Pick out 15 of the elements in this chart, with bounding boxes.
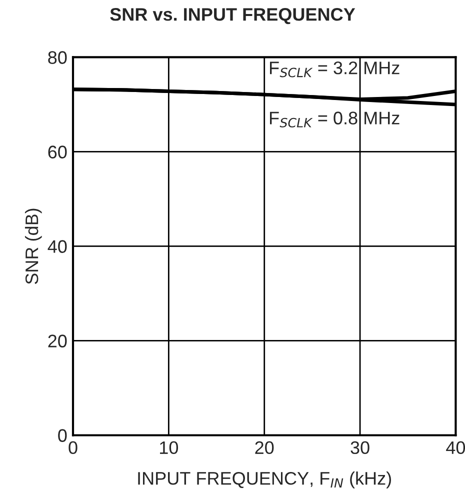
series-label: F$_{SCLK}$ = 0.8 MHz — [270, 112, 400, 128]
x-tick-label: 40 — [446, 441, 465, 454]
x-tick-label: 20 — [255, 441, 274, 454]
x-tick-label: 30 — [350, 441, 370, 454]
y-tick-label: 0 — [58, 429, 67, 442]
y-tick-label: 40 — [48, 240, 67, 253]
y-tick-label: 80 — [48, 51, 67, 64]
series-label: F$_{SCLK}$ = 3.2 MHz — [270, 62, 400, 78]
x-tick-label: 10 — [160, 441, 178, 454]
chart-title: SNR vs. INPUT FREQUENCY — [110, 8, 356, 24]
x-tick-label: 0 — [68, 441, 78, 454]
x-axis-title: INPUT FREQUENCY, F$_{IN}$ (kHz) — [138, 472, 391, 488]
y-tick-label: 60 — [48, 146, 67, 158]
y-tick-label: 20 — [48, 334, 67, 348]
y-axis-title: SNR (dB) — [24, 208, 42, 284]
